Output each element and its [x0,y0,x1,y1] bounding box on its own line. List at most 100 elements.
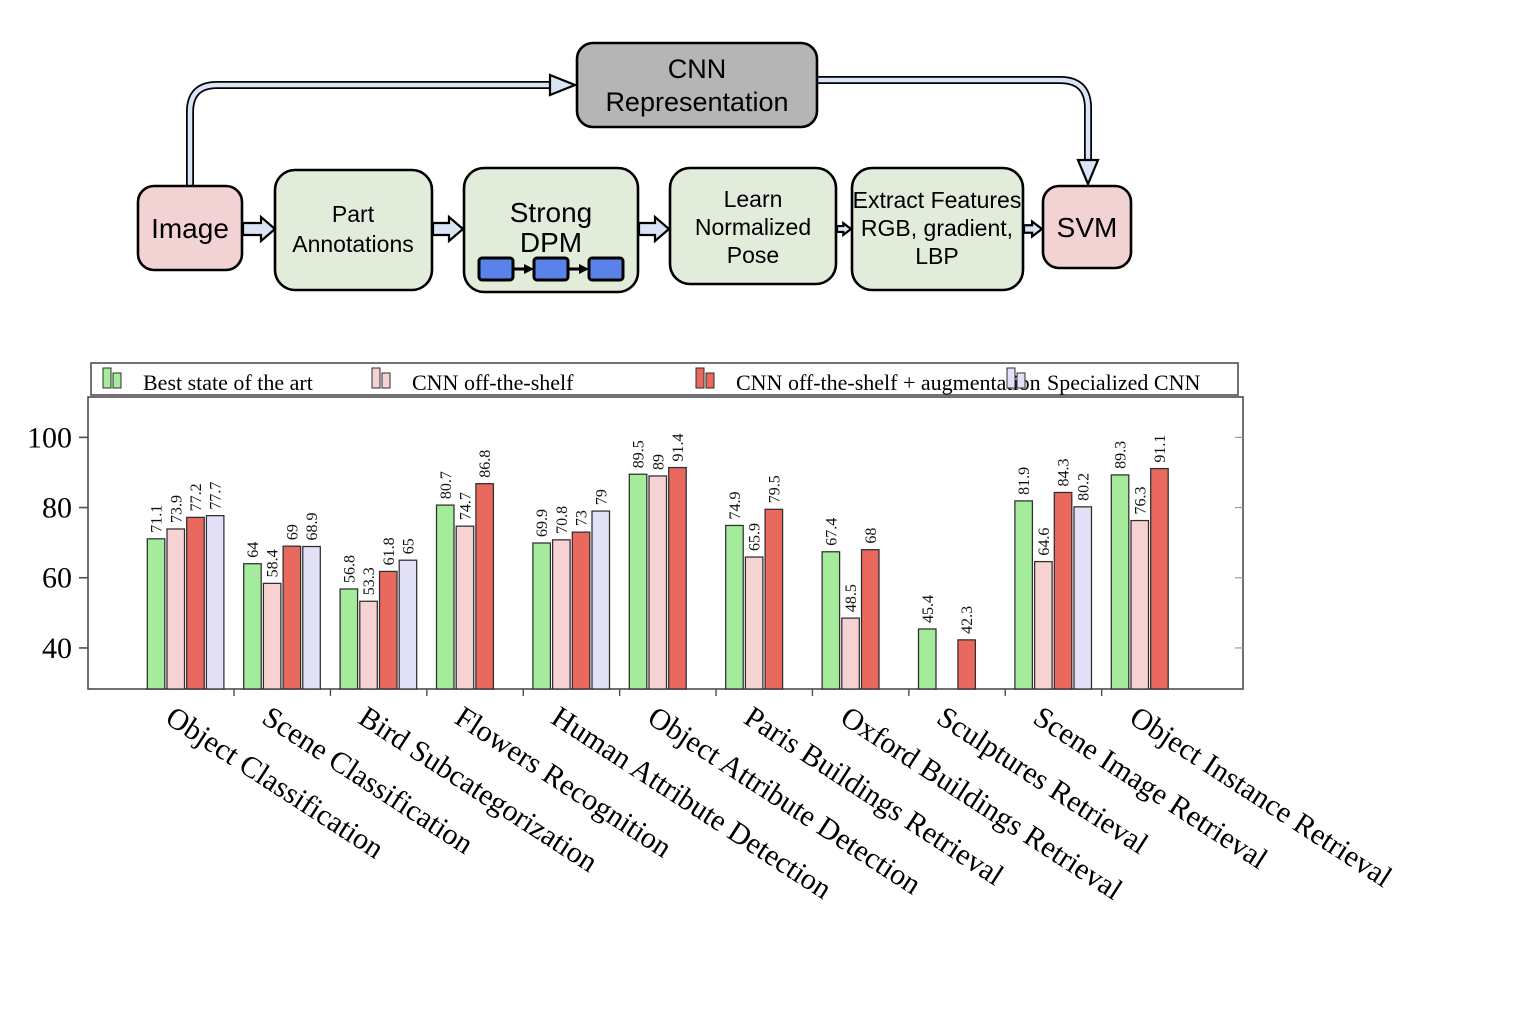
bar [1110,474,1130,690]
bar [282,545,302,690]
bar [1150,467,1169,690]
y-axis-tick-label: 60 [42,562,72,595]
node-svm: SVM [1041,184,1133,270]
dpm-component-box [477,256,515,282]
dpm-component-box [532,256,570,282]
block-arrow-icon [835,220,853,238]
node-part-annotations: Part Annotations [273,168,434,292]
legend-bars-icon [1006,367,1026,389]
node-pose-line3: Pose [727,242,779,268]
bar-value-label: 45.4 [920,595,937,623]
bar-value-label: 73 [574,510,591,526]
bar-value-label: 68.9 [304,513,321,541]
dpm-component-box [587,256,625,282]
node-features-line2: RGB, gradient, [861,215,1013,241]
bar [378,570,398,690]
bar-value-label: 64 [245,542,262,558]
node-image-label: Image [151,213,229,244]
arrowhead-icon [548,73,578,97]
bar [917,628,937,690]
bar-value-label: 86.8 [477,450,494,478]
bar [186,516,205,690]
node-cnn-line1: CNN [668,54,727,84]
block-arrow-icon [241,214,277,244]
bar-value-label: 89.3 [1113,441,1130,469]
node-cnn-representation: CNN Representation [575,41,819,129]
bar-value-label: 77.2 [188,483,205,511]
pipeline-diagram: CNN Representation Image Part Annotation… [136,41,1133,294]
legend-bars-icon [695,367,715,389]
bar [1130,519,1150,690]
bar [339,588,359,690]
bar [302,545,321,690]
bar-value-label: 91.1 [1152,435,1169,463]
bar-value-label: 76.3 [1132,487,1149,515]
bar-value-label: 67.4 [823,518,840,546]
node-image: Image [136,184,244,272]
y-axis-tick-label: 80 [42,492,72,525]
bar-value-label: 73.9 [168,495,185,523]
legend-box [90,362,1239,396]
bar-value-label: 89 [650,454,667,470]
bar [648,475,668,690]
bar [591,510,611,690]
bar [571,531,591,690]
node-features-line1: Extract Features [853,187,1022,213]
bar-value-label: 65 [400,538,417,554]
node-features-line3: LBP [915,243,958,269]
bar [841,617,860,690]
arrowhead-icon [524,264,534,274]
pipeline-flow-arrows [241,214,1044,244]
bar [821,551,841,690]
node-cnn-line2: Representation [605,87,788,117]
bar-value-label: 79 [593,489,610,505]
bar-value-label: 80.2 [1075,473,1092,501]
bar [205,515,225,690]
node-dpm-line2: DPM [520,227,582,258]
bar-value-label: 53.3 [361,567,378,595]
bar-value-label: 80.7 [438,471,455,499]
bar-value-label: 64.6 [1036,528,1053,556]
bar-value-label: 74.9 [727,491,744,519]
bar [475,483,495,690]
node-part-line1: Part [332,201,375,227]
bar [455,525,475,690]
bar [725,524,744,690]
legend-label: CNN off-the-shelf [412,370,574,395]
bar-value-label: 70.8 [554,506,571,534]
bar [359,600,378,690]
bar [957,639,977,690]
node-pose-line1: Learn [724,186,783,212]
bar-value-label: 81.9 [1016,467,1033,495]
bar-value-label: 68 [863,528,880,544]
legend-bars-icon [371,367,391,389]
bar [1053,491,1073,690]
node-svm-label: SVM [1057,212,1118,243]
bar-value-label: 69 [284,524,301,540]
bar [860,549,880,690]
bar [146,538,166,690]
cnn-to-svm-arrow [817,76,1100,187]
bar [764,508,784,690]
legend-label: Specialized CNN [1047,370,1200,395]
block-arrow-icon [1022,219,1044,239]
bar [668,466,687,690]
bar-value-label: 58.4 [265,549,282,577]
block-arrow-icon [637,214,671,244]
bar-value-label: 48.5 [843,584,860,612]
bar-value-label: 71.1 [149,505,166,533]
bar [262,582,282,690]
legend-label: CNN off-the-shelf + augmentation [736,370,1041,395]
node-learn-normalized-pose: Learn Normalized Pose [668,166,838,286]
node-dpm-line1: Strong [510,197,593,228]
arrowhead-icon [1076,158,1100,187]
bar [398,559,418,690]
bar-value-label: 77.7 [208,482,225,510]
dpm-components [477,256,625,282]
bar [435,504,455,690]
bar-value-label: 56.8 [341,555,358,583]
bar [166,528,186,690]
bar [1073,506,1093,690]
